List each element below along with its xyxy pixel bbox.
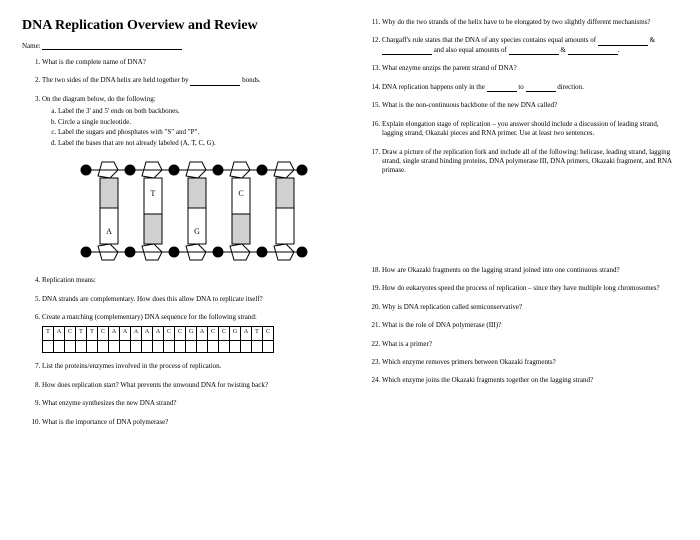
seq-cell: A — [109, 327, 120, 341]
q8: How does replication start? What prevent… — [42, 381, 338, 390]
seq-cell: C — [164, 327, 175, 341]
sequence-row-bottom — [43, 341, 274, 353]
q3a: Label the 3' and 5' ends on both backbon… — [58, 107, 338, 116]
dna-diagram: A T G C — [70, 156, 310, 266]
svg-text:A: A — [106, 227, 112, 236]
q10: What is the importance of DNA polymerase… — [42, 418, 338, 427]
seq-cell-empty — [164, 341, 175, 353]
seq-cell: C — [98, 327, 109, 341]
seq-cell-empty — [87, 341, 98, 353]
seq-cell: C — [208, 327, 219, 341]
left-question-list: What is the complete name of DNA? The tw… — [22, 58, 338, 427]
q21: What is the role of DNA polymerase (III)… — [382, 321, 678, 330]
seq-cell-empty — [186, 341, 197, 353]
seq-cell: T — [76, 327, 87, 341]
q1: What is the complete name of DNA? — [42, 58, 338, 67]
seq-cell-empty — [98, 341, 109, 353]
q12: Chargaff's rule states that the DNA of a… — [382, 36, 678, 55]
q20: Why is DNA replication called semiconser… — [382, 303, 678, 312]
q2: The two sides of the DNA helix are held … — [42, 76, 338, 85]
seq-cell-empty — [65, 341, 76, 353]
seq-cell-empty — [120, 341, 131, 353]
seq-cell-empty — [54, 341, 65, 353]
q3c: Label the sugars and phosphates with "S"… — [58, 128, 338, 137]
seq-cell-empty — [131, 341, 142, 353]
seq-cell: C — [65, 327, 76, 341]
q3: On the diagram below, do the following: … — [42, 95, 338, 266]
seq-cell: A — [131, 327, 142, 341]
seq-cell-empty — [197, 341, 208, 353]
sequence-diagram: TACTTCAAAAACCGACCGATC — [42, 326, 338, 353]
seq-cell: C — [263, 327, 274, 341]
seq-cell: A — [142, 327, 153, 341]
seq-cell: C — [175, 327, 186, 341]
q4: Replication means: — [42, 276, 338, 285]
q5: DNA strands are complementary. How does … — [42, 295, 338, 304]
seq-cell: T — [43, 327, 54, 341]
seq-cell-empty — [230, 341, 241, 353]
seq-cell-empty — [252, 341, 263, 353]
q14: DNA replication happens only in the to d… — [382, 83, 678, 92]
seq-cell-empty — [76, 341, 87, 353]
q24: Which enzyme joins the Okazaki fragments… — [382, 376, 678, 385]
q15: What is the non-continuous backbone of t… — [382, 101, 678, 110]
svg-text:G: G — [194, 227, 200, 236]
svg-text:T: T — [151, 189, 156, 198]
q23: Which enzyme removes primers between Oka… — [382, 358, 678, 367]
q22: What is a primer? — [382, 340, 678, 349]
seq-cell: G — [230, 327, 241, 341]
seq-cell-empty — [219, 341, 230, 353]
seq-cell-empty — [43, 341, 54, 353]
q9: What enzyme synthesizes the new DNA stra… — [42, 399, 338, 408]
name-label: Name: — [22, 42, 41, 50]
svg-text:C: C — [238, 189, 243, 198]
page-title: DNA Replication Overview and Review — [22, 18, 338, 34]
seq-cell-empty — [241, 341, 252, 353]
name-underline — [42, 49, 182, 50]
q16: Explain elongation stage of replication … — [382, 120, 678, 139]
seq-cell: A — [54, 327, 65, 341]
seq-cell: G — [186, 327, 197, 341]
name-field: Name: — [22, 42, 338, 50]
sequence-row-top: TACTTCAAAAACCGACCGATC — [43, 327, 274, 341]
seq-cell: A — [120, 327, 131, 341]
q3b: Circle a single nucleotide. — [58, 118, 338, 127]
seq-cell-empty — [153, 341, 164, 353]
seq-cell-empty — [208, 341, 219, 353]
seq-cell: T — [252, 327, 263, 341]
sequence-table: TACTTCAAAAACCGACCGATC — [42, 326, 274, 353]
seq-cell: C — [219, 327, 230, 341]
q17: Draw a picture of the replication fork a… — [382, 148, 678, 176]
q3-sublist: Label the 3' and 5' ends on both backbon… — [42, 107, 338, 148]
seq-cell: T — [87, 327, 98, 341]
seq-cell-empty — [263, 341, 274, 353]
seq-cell-empty — [142, 341, 153, 353]
q6: Create a matching (complementary) DNA se… — [42, 313, 338, 353]
right-question-list: Why do the two strands of the helix have… — [362, 18, 678, 386]
seq-cell: A — [153, 327, 164, 341]
q18: How are Okazaki fragments on the lagging… — [382, 266, 678, 275]
q13: What enzyme unzips the parent strand of … — [382, 64, 678, 73]
seq-cell-empty — [175, 341, 186, 353]
seq-cell: A — [197, 327, 208, 341]
q11: Why do the two strands of the helix have… — [382, 18, 678, 27]
q7: List the proteins/enzymes involved in th… — [42, 362, 338, 371]
seq-cell: A — [241, 327, 252, 341]
q3d: Label the bases that are not already lab… — [58, 139, 338, 148]
q19: How do eukaryotes speed the process of r… — [382, 284, 678, 293]
seq-cell-empty — [109, 341, 120, 353]
